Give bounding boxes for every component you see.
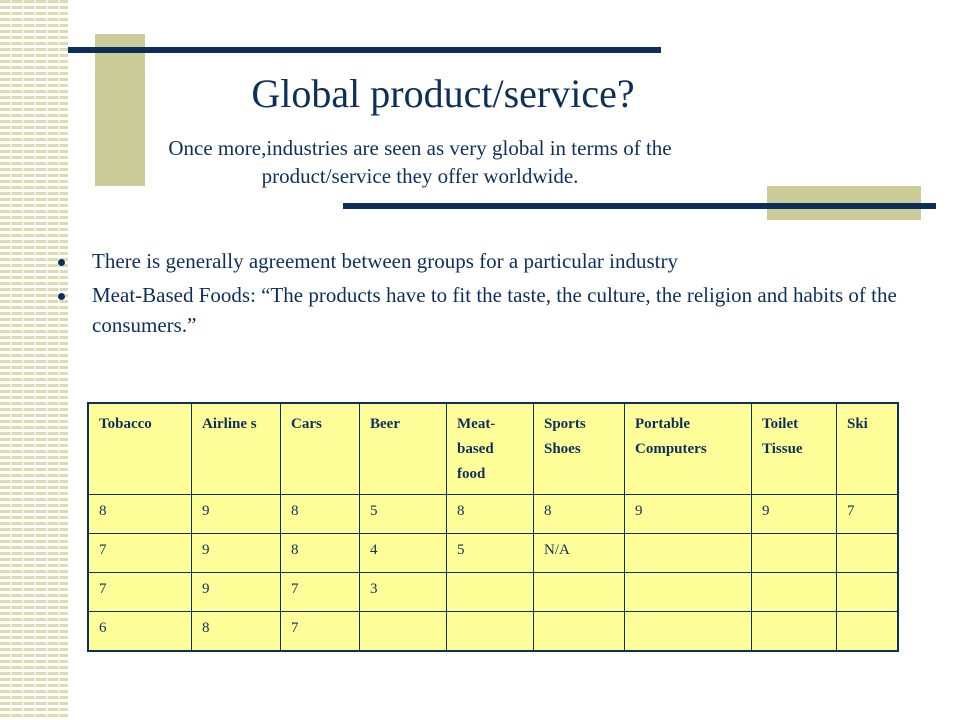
table-cell <box>446 572 534 612</box>
table-cell: 8 <box>87 494 192 534</box>
bullet-item: Meat-Based Foods: “The products have to … <box>52 280 922 340</box>
table-cell: 4 <box>359 533 447 573</box>
table-cell: 7 <box>87 572 192 612</box>
table-cell: 7 <box>836 494 899 534</box>
table-cell: 9 <box>191 494 281 534</box>
table-cell <box>446 611 534 652</box>
table-cell: 9 <box>191 533 281 573</box>
table-cell <box>533 572 625 612</box>
slide-subtitle: Once more,industries are seen as very gl… <box>80 134 760 190</box>
table-cell <box>836 572 899 612</box>
table-row: 8 9 8 5 8 8 9 9 7 <box>87 494 899 534</box>
table-row: 7 9 7 3 <box>87 572 899 612</box>
bullet-list: There is generally agreement between gro… <box>52 246 922 344</box>
table-cell <box>359 611 447 652</box>
industry-table: Tobacco Airline s Cars Beer Meat-based f… <box>87 402 899 652</box>
column-header: Toilet Tissue <box>751 402 837 495</box>
column-header: Cars <box>280 402 360 495</box>
table-cell: 5 <box>446 533 534 573</box>
table-cell <box>836 533 899 573</box>
table-cell <box>751 572 837 612</box>
table-cell <box>751 611 837 652</box>
table-cell: 9 <box>751 494 837 534</box>
column-header: Meat-based food <box>446 402 534 495</box>
slide-title: Global product/service? <box>251 71 635 116</box>
decorative-box-left <box>95 34 145 186</box>
table-cell: N/A <box>533 533 625 573</box>
bullet-dot-icon <box>58 259 65 266</box>
table-cell: 3 <box>359 572 447 612</box>
table-cell: 8 <box>280 533 360 573</box>
table-cell <box>836 611 899 652</box>
table-cell <box>533 611 625 652</box>
column-header: Ski <box>836 402 899 495</box>
table-cell: 8 <box>191 611 281 652</box>
decorative-stripes <box>0 0 68 720</box>
bullet-item: There is generally agreement between gro… <box>52 246 922 276</box>
table-cell: 7 <box>280 572 360 612</box>
table-cell: 9 <box>191 572 281 612</box>
table-cell: 6 <box>87 611 192 652</box>
table-cell: 9 <box>624 494 752 534</box>
bottom-rule <box>343 203 936 209</box>
table-cell <box>624 533 752 573</box>
column-header: Airline s <box>191 402 281 495</box>
table-row: 6 8 7 <box>87 611 899 652</box>
column-header: Portable Computers <box>624 402 752 495</box>
table-cell <box>624 572 752 612</box>
bullet-text: There is generally agreement between gro… <box>92 249 679 273</box>
bullet-text: Meat-Based Foods: “The products have to … <box>92 283 897 337</box>
header-row: Tobacco Airline s Cars Beer Meat-based f… <box>87 402 899 495</box>
table-cell: 7 <box>280 611 360 652</box>
table-cell <box>751 533 837 573</box>
column-header: Beer <box>359 402 447 495</box>
bullet-dot-icon <box>58 293 65 300</box>
column-header: Tobacco <box>87 402 192 495</box>
table-cell: 7 <box>87 533 192 573</box>
table-cell: 8 <box>446 494 534 534</box>
top-rule <box>68 47 661 53</box>
subtitle-line-2: product/service they offer worldwide. <box>261 164 579 188</box>
subtitle-line-1: Once more,industries are seen as very gl… <box>168 136 672 160</box>
table-cell: 8 <box>280 494 360 534</box>
column-header: Sports Shoes <box>533 402 625 495</box>
table-row: 7 9 8 4 5 N/A <box>87 533 899 573</box>
table-cell: 5 <box>359 494 447 534</box>
table-cell: 8 <box>533 494 625 534</box>
table-cell <box>624 611 752 652</box>
